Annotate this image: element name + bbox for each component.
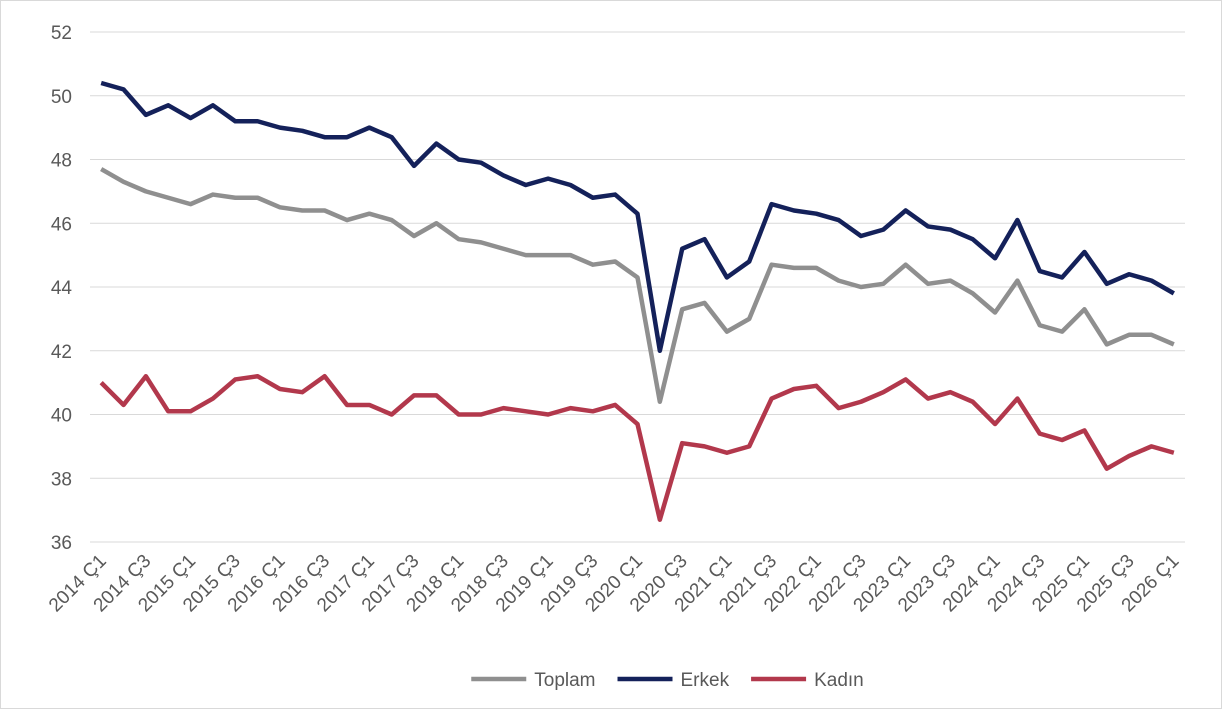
y-tick-label: 38 [51,469,72,490]
y-tick-label: 36 [51,533,72,554]
legend-label: Toplam [534,670,595,691]
y-tick-label: 40 [51,406,72,427]
legend-label: Kadın [814,670,864,691]
y-tick-label: 42 [51,342,72,363]
legend-label: Erkek [681,670,730,691]
y-tick-label: 48 [51,151,72,172]
series-line [100,80,1175,353]
series-line [99,374,1175,522]
y-tick-label: 46 [51,214,72,235]
y-tick-label: 44 [51,278,73,299]
y-tick-label: 50 [51,87,72,108]
series-line [100,167,1175,404]
y-tick-label: 52 [51,23,72,44]
